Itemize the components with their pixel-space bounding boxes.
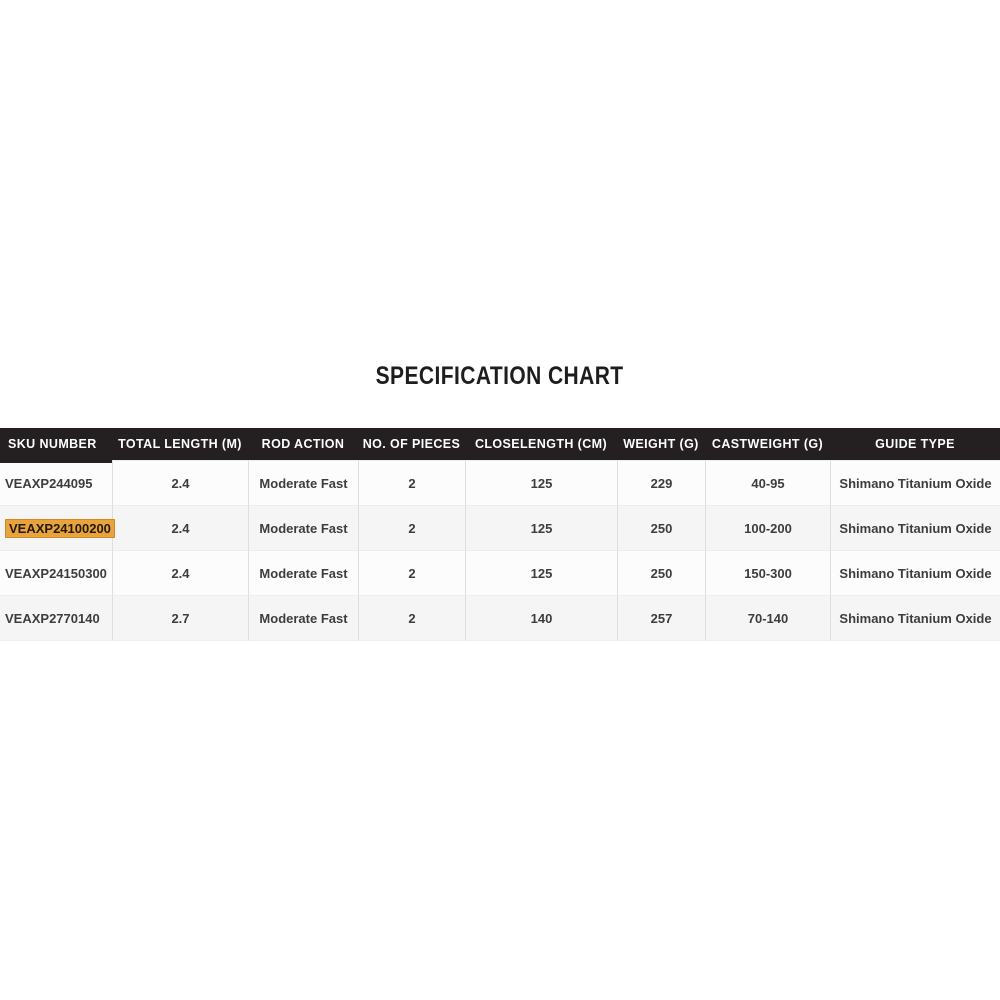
column-header-rod-action: ROD ACTION xyxy=(248,428,358,460)
cell-weight: 250 xyxy=(617,505,705,550)
cell-sku: VEAXP2770140 xyxy=(0,595,112,641)
column-header-weight: WEIGHT (G) xyxy=(617,428,705,460)
cell-closelength: 125 xyxy=(465,460,617,505)
cell-weight: 229 xyxy=(617,460,705,505)
cell-castweight: 40-95 xyxy=(705,460,830,505)
cell-weight: 250 xyxy=(617,550,705,595)
column-header-guide-type: GUIDE TYPE xyxy=(830,428,1000,460)
cell-pieces: 2 xyxy=(358,505,465,550)
sku-value: VEAXP2770140 xyxy=(5,610,100,626)
specification-table: SKU NUMBER TOTAL LENGTH (M) ROD ACTION N… xyxy=(0,428,1000,641)
sku-value: VEAXP24150300 xyxy=(5,565,107,581)
cell-sku: VEAXP24150300 xyxy=(0,550,112,595)
cell-closelength: 125 xyxy=(465,505,617,550)
column-header-sku: SKU NUMBER xyxy=(0,428,112,463)
sku-value-highlighted: VEAXP24100200 xyxy=(5,518,115,538)
cell-guide-type: Shimano Titanium Oxide xyxy=(830,460,1000,505)
cell-rod-action: Moderate Fast xyxy=(248,505,358,550)
cell-rod-action: Moderate Fast xyxy=(248,595,358,641)
title-container: SPECIFICATION CHART xyxy=(0,361,1000,391)
cell-total-length: 2.4 xyxy=(112,550,248,595)
cell-weight: 257 xyxy=(617,595,705,641)
table-header-row: SKU NUMBER TOTAL LENGTH (M) ROD ACTION N… xyxy=(0,428,1000,463)
cell-total-length: 2.4 xyxy=(112,505,248,550)
cell-pieces: 2 xyxy=(358,460,465,505)
table-row: VEAXP24100200 2.4 Moderate Fast 2 125 25… xyxy=(0,505,1000,550)
cell-guide-type: Shimano Titanium Oxide xyxy=(830,505,1000,550)
page-title: SPECIFICATION CHART xyxy=(376,362,624,390)
cell-guide-type: Shimano Titanium Oxide xyxy=(830,550,1000,595)
cell-castweight: 150-300 xyxy=(705,550,830,595)
cell-rod-action: Moderate Fast xyxy=(248,550,358,595)
cell-rod-action: Moderate Fast xyxy=(248,460,358,505)
table-row: VEAXP24150300 2.4 Moderate Fast 2 125 25… xyxy=(0,550,1000,595)
cell-guide-type: Shimano Titanium Oxide xyxy=(830,595,1000,641)
cell-closelength: 125 xyxy=(465,550,617,595)
cell-pieces: 2 xyxy=(358,595,465,641)
cell-closelength: 140 xyxy=(465,595,617,641)
cell-castweight: 100-200 xyxy=(705,505,830,550)
cell-castweight: 70-140 xyxy=(705,595,830,641)
table-row: VEAXP244095 2.4 Moderate Fast 2 125 229 … xyxy=(0,460,1000,505)
column-header-pieces: NO. OF PIECES xyxy=(358,428,465,460)
cell-sku: VEAXP24100200 xyxy=(0,505,115,550)
column-header-closelength: CLOSELENGTH (CM) xyxy=(465,428,617,460)
column-header-castweight: CASTWEIGHT (G) xyxy=(705,428,830,460)
cell-total-length: 2.4 xyxy=(112,460,248,505)
cell-pieces: 2 xyxy=(358,550,465,595)
cell-sku: VEAXP244095 xyxy=(0,460,112,505)
sku-value: VEAXP244095 xyxy=(5,475,93,491)
column-header-total-length: TOTAL LENGTH (M) xyxy=(112,428,248,460)
table-row: VEAXP2770140 2.7 Moderate Fast 2 140 257… xyxy=(0,595,1000,641)
cell-total-length: 2.7 xyxy=(112,595,248,641)
